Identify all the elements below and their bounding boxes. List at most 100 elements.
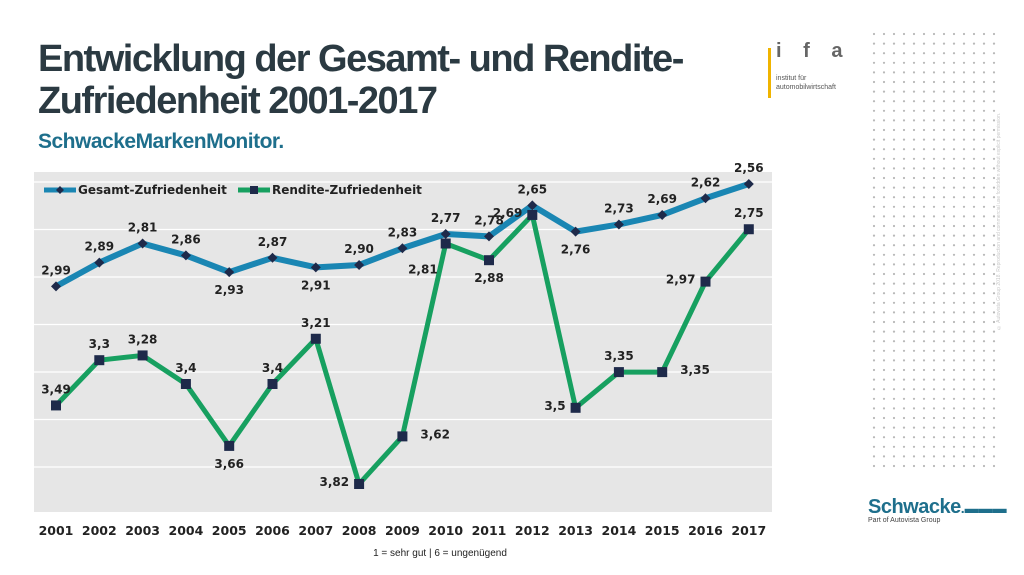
dot (892, 445, 896, 448)
gesamt-point (527, 200, 538, 211)
dot (902, 416, 906, 420)
dot (942, 100, 946, 103)
dot (902, 368, 906, 372)
dot (982, 253, 986, 256)
dot (962, 80, 966, 84)
dot (972, 378, 976, 381)
dot (902, 359, 906, 362)
dot (962, 263, 966, 266)
dot (952, 32, 956, 36)
dot (922, 388, 926, 391)
dot (872, 330, 876, 333)
dot (922, 244, 926, 247)
dot (962, 340, 966, 343)
dot (892, 244, 896, 247)
legend-marker-icon (250, 186, 258, 194)
dot (882, 186, 886, 189)
dot (902, 32, 906, 36)
dot (962, 388, 966, 391)
dot (872, 263, 876, 266)
dot (882, 80, 886, 84)
data-label: 2,77 (431, 211, 461, 225)
dot (902, 224, 906, 228)
dot (932, 311, 936, 314)
dot (892, 42, 896, 45)
dot (952, 416, 956, 420)
dot (992, 282, 996, 285)
dot (962, 157, 966, 160)
gesamt-point (51, 281, 61, 292)
x-tick-label: 2002 (82, 523, 117, 538)
scale-footnote: 1 = sehr gut | 6 = ungenügend (373, 548, 507, 559)
dot (932, 138, 936, 141)
dot (912, 215, 916, 218)
dot (902, 244, 906, 247)
dot (992, 311, 996, 314)
dot (892, 407, 896, 410)
dot (962, 186, 966, 189)
dot (902, 311, 906, 314)
gesamt-point (94, 257, 105, 268)
dot (982, 224, 986, 228)
dot (942, 61, 946, 64)
data-label: 3,66 (214, 457, 244, 471)
dot (932, 359, 936, 362)
dot (922, 176, 926, 180)
dot (922, 292, 926, 295)
dot (892, 205, 896, 208)
dot (942, 128, 946, 132)
dot (952, 455, 956, 458)
dot (882, 320, 886, 324)
dot (972, 119, 976, 122)
dot (932, 71, 936, 74)
dot (932, 119, 936, 122)
data-label: 2,69 (493, 206, 523, 220)
dot (922, 272, 926, 276)
dot (972, 436, 976, 439)
dot (982, 196, 986, 199)
dot (982, 215, 986, 218)
data-label: 2,81 (128, 221, 158, 235)
dot (952, 301, 956, 304)
dot (992, 368, 996, 372)
dot (962, 407, 966, 410)
dot (972, 416, 976, 420)
dot (992, 138, 996, 141)
gesamt-point (224, 267, 235, 278)
dot (942, 176, 946, 180)
x-tick-label: 2010 (428, 523, 463, 538)
dot (932, 368, 936, 372)
dot (872, 388, 876, 391)
dot (952, 52, 956, 55)
dot (882, 311, 886, 314)
rendite-point (613, 367, 624, 378)
dot (932, 61, 936, 64)
copyright-note: © Autovista Group 2018. Reproduction and… (996, 112, 1002, 330)
dot (892, 455, 896, 458)
dot (902, 100, 906, 103)
dot (992, 464, 996, 468)
gesamt-point (180, 250, 191, 261)
dot (922, 119, 926, 122)
schwacke-logo: Schwacke.▬▬▬ Part of Autovista Group (868, 496, 1008, 524)
dot (952, 205, 956, 208)
dot (892, 368, 896, 372)
dot (982, 349, 986, 352)
dot (932, 416, 936, 420)
dot (892, 272, 896, 276)
dot (992, 397, 996, 400)
dot (972, 215, 976, 218)
dot (912, 253, 916, 256)
schwacke-tagline: Part of Autovista Group (868, 517, 941, 524)
dot (882, 196, 886, 199)
dot (962, 272, 966, 276)
dot (992, 224, 996, 228)
dot (922, 90, 926, 93)
dot (992, 426, 996, 429)
dot (872, 196, 876, 199)
dot (992, 52, 996, 55)
dot (922, 157, 926, 160)
dot (962, 224, 966, 228)
dot (872, 272, 876, 276)
series-layer (51, 179, 754, 489)
